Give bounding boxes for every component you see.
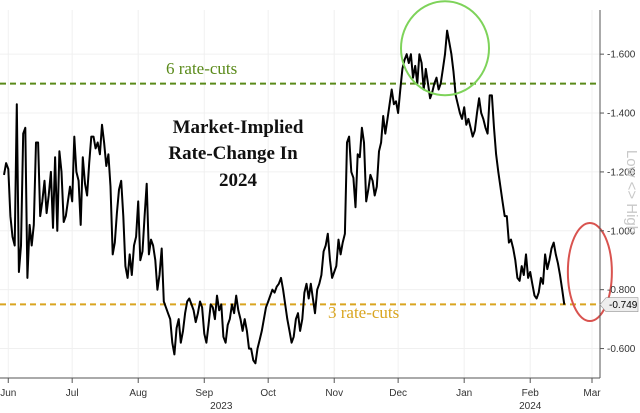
x-tick-label: Jun [0,388,16,399]
six-rate-cuts-label: 6 rate-cuts [166,59,237,78]
reference-lines [0,82,600,306]
x-tick-label: Jul [66,388,79,399]
three-rate-cuts-label: 3 rate-cuts [328,303,399,322]
y-tick-label: -0.600 [607,344,636,355]
y-tick-label: -1.000 [607,226,636,237]
x-tick-label: Sep [195,388,213,399]
y-tick-label: -0.800 [607,285,636,296]
x-tick-label: Feb [522,388,540,399]
chart-title-line-3: 2024 [219,170,258,191]
x-tick-label: Oct [260,388,276,399]
highlight-circles [400,0,613,323]
highlight-circle [400,0,490,97]
y-axis-ticks: -0.600 -0.800 -1.000 -1.200 -1.400 -1.600 [600,50,636,355]
year-label-2024: 2024 [519,401,542,412]
chart-title-line-2: Rate-Change In [168,143,298,164]
x-tick-label: Nov [325,388,343,399]
chart-title-line-1: Market-Implied [173,117,304,138]
last-value-badge: -0.749 [599,297,639,312]
y-tick-label: -1.200 [607,167,636,178]
gridlines [0,10,600,378]
y-tick-label: -1.400 [607,109,636,120]
last-value-badge-shape [599,297,639,312]
y-axis-title: Low <> High [623,150,640,234]
last-value-number: 0.749 [612,300,637,311]
series-layer [3,29,566,365]
y-tick-label: -1.600 [607,50,636,61]
x-axis-ticks: Jun Jul Aug Sep Oct Nov Dec Jan Feb Mar [0,378,601,399]
x-tick-label: Aug [129,388,147,399]
x-tick-label: Dec [389,388,407,399]
series-line [3,29,566,365]
x-tick-label: Mar [583,388,601,399]
x-tick-label: Jan [456,388,472,399]
year-label-2023: 2023 [210,401,233,412]
highlight-circle [566,222,613,323]
last-value-text: -0.749 [609,300,638,311]
